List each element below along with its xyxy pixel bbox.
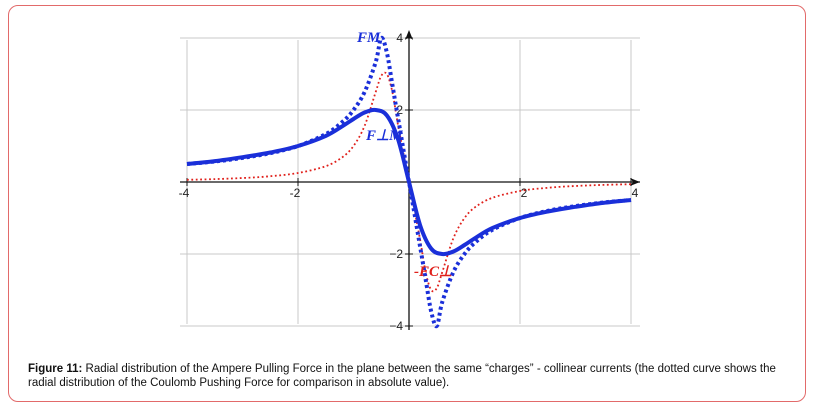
x-axis-arrow [630, 178, 640, 186]
curves [186, 35, 632, 329]
curve-annotation: -FC⊥ [414, 264, 452, 280]
tick-labels: -4 -2 2 4 −4 −2 2 4 [179, 31, 639, 333]
curve-labels: FM F⊥M -FC⊥ [356, 30, 452, 280]
series-line-f-perp-m [186, 107, 632, 257]
x-tick-label: -2 [290, 186, 301, 200]
x-tick-label: 2 [521, 186, 528, 200]
curve-annotation: F⊥M [365, 128, 403, 144]
x-tick-label: 4 [632, 186, 639, 200]
curve-annotation: FM [356, 30, 381, 46]
y-tick-label: 4 [396, 31, 403, 45]
y-tick-label: −4 [389, 319, 403, 333]
figure-frame [8, 5, 806, 402]
caption-label: Figure 11: [28, 363, 83, 375]
y-tick-label: −2 [389, 247, 403, 261]
figure-caption: Figure 11: Radial distribution of the Am… [28, 362, 788, 390]
x-tick-label: -4 [179, 186, 190, 200]
caption-text: Radial distribution of the Ampere Pullin… [28, 363, 776, 389]
y-tick-label: 2 [396, 103, 403, 117]
